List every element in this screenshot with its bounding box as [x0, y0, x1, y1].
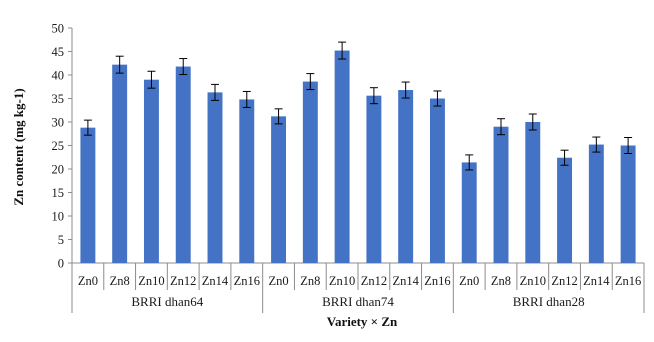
error-bar [465, 154, 474, 171]
bar [334, 50, 350, 264]
x-tick-label: Zn16 [615, 274, 641, 288]
error-bars-layer [83, 41, 633, 171]
x-axis-title: Variety × Zn [327, 314, 398, 329]
y-tick-label: 20 [52, 163, 65, 177]
bar [493, 126, 509, 263]
error-bar [306, 73, 315, 91]
bar [366, 95, 382, 264]
error-bar [592, 136, 601, 153]
x-tick-label: Zn10 [520, 274, 546, 288]
error-bar [560, 149, 569, 166]
x-tick-label: Zn0 [78, 274, 98, 288]
error-bar [401, 81, 410, 99]
bar [175, 66, 191, 263]
group-label: BRRI dhan74 [322, 294, 394, 309]
bar [143, 79, 159, 263]
bar [112, 64, 128, 263]
bar [302, 81, 318, 263]
error-bar [433, 90, 442, 107]
tick-labels-layer: 0 5 10 15 20 25 30 35 40 45 50 Zn0 Zn8 Zn10 Zn12 Zn14 Zn… [52, 22, 642, 289]
y-tick-label: 50 [52, 22, 65, 36]
x-tick-label: Zn8 [300, 274, 320, 288]
y-tick-label: 5 [58, 233, 64, 247]
error-bar [338, 41, 347, 60]
y-tick-label: 45 [52, 45, 65, 59]
group-label: BRRI dhan28 [513, 294, 585, 309]
error-bar [179, 58, 188, 76]
y-tick-label: 35 [52, 92, 65, 106]
error-bar [242, 90, 251, 108]
axes-layer [68, 27, 645, 313]
y-tick-label: 10 [52, 210, 65, 224]
x-tick-label: Zn16 [424, 274, 450, 288]
x-tick-label: Zn0 [268, 274, 288, 288]
bar [588, 144, 604, 263]
group-labels-layer: BRRI dhan64 BRRI dhan74 BRRI dhan28 [131, 294, 584, 309]
y-tick-label: 30 [52, 116, 65, 130]
x-tick-label: Zn16 [234, 274, 260, 288]
y-tick-label: 15 [52, 186, 65, 200]
error-bar [497, 118, 505, 136]
bar [239, 99, 255, 263]
x-tick-label: Zn10 [329, 274, 355, 288]
error-bar [115, 55, 124, 74]
x-tick-label: Zn0 [459, 274, 479, 288]
x-tick-label: Zn14 [202, 274, 229, 288]
y-tick-label: 40 [52, 69, 65, 83]
error-bar [528, 113, 537, 131]
bars-layer [80, 50, 636, 264]
x-tick-label: Zn12 [170, 274, 196, 288]
error-bar [274, 108, 283, 125]
error-bar [369, 87, 378, 105]
bar [620, 145, 636, 263]
y-tick-label: 0 [58, 257, 64, 271]
error-bar [83, 119, 92, 136]
x-tick-label: Zn12 [551, 274, 577, 288]
x-tick-label: Zn12 [361, 274, 387, 288]
y-axis-title: Zn content (mg kg-1) [11, 88, 26, 205]
x-tick-label: Zn10 [138, 274, 164, 288]
bar [525, 122, 541, 263]
bar [557, 157, 573, 263]
error-bar [624, 137, 633, 154]
x-tick-label: Zn8 [110, 274, 130, 288]
bar [398, 90, 414, 263]
y-tick-label: 25 [52, 139, 65, 153]
bar [429, 98, 445, 263]
bar [271, 116, 287, 263]
error-bar [147, 70, 156, 89]
bar [207, 92, 223, 263]
bar [461, 162, 477, 263]
x-tick-label: Zn14 [392, 274, 419, 288]
error-bar [211, 83, 219, 101]
x-tick-label: Zn14 [583, 274, 610, 288]
bar [80, 127, 96, 263]
group-label: BRRI dhan64 [131, 294, 203, 309]
x-tick-label: Zn8 [491, 274, 511, 288]
